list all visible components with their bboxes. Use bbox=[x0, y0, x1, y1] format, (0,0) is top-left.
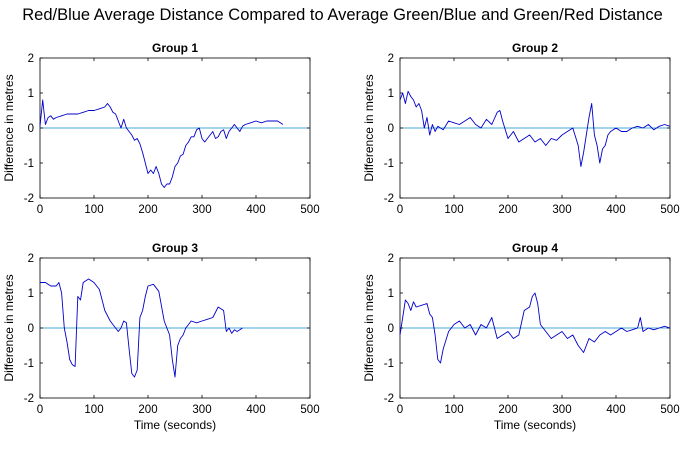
x-tick-label: 100 bbox=[444, 404, 463, 416]
series-line bbox=[39, 99, 284, 188]
x-tick-label: 400 bbox=[246, 404, 265, 416]
y-tick-label: 1 bbox=[388, 288, 394, 300]
x-tick-label: 100 bbox=[444, 204, 463, 216]
y-tick-label: 1 bbox=[388, 88, 394, 100]
panel-1: 0 100 200 300 400 500 -2 -1 0 1 2 Group 1 Difference… bbox=[2, 41, 320, 216]
x-tick-label: 0 bbox=[397, 204, 403, 216]
y-tick-label: 0 bbox=[388, 123, 394, 135]
x-tick-label: 200 bbox=[498, 404, 517, 416]
series-line bbox=[399, 90, 671, 167]
figure-title: Red/Blue Average Distance Compared to Av… bbox=[22, 6, 663, 24]
x-tick-label: 500 bbox=[300, 404, 319, 416]
y-tick-label: 1 bbox=[28, 88, 34, 100]
x-tick-label: 300 bbox=[192, 204, 211, 216]
panel-title: Group 4 bbox=[512, 241, 558, 255]
y-tick-label: 2 bbox=[28, 253, 34, 265]
panel-title: Group 2 bbox=[512, 41, 558, 55]
y-axis-label: Difference in metres bbox=[2, 274, 16, 381]
x-tick-label: 500 bbox=[660, 204, 679, 216]
y-axis-label: Difference in metres bbox=[362, 274, 376, 381]
x-tick-label: 200 bbox=[138, 404, 157, 416]
x-tick-label: 400 bbox=[246, 204, 265, 216]
y-tick-label: -1 bbox=[24, 358, 34, 370]
y-tick-label: 0 bbox=[388, 323, 394, 335]
y-axis-label: Difference in metres bbox=[362, 74, 376, 181]
y-tick-label: -1 bbox=[24, 158, 34, 170]
y-tick-label: -2 bbox=[24, 193, 34, 205]
x-tick-label: 200 bbox=[498, 204, 517, 216]
y-tick-label: -1 bbox=[384, 358, 394, 370]
x-tick-label: 300 bbox=[192, 404, 211, 416]
x-tick-label: 500 bbox=[300, 204, 319, 216]
y-tick-label: 1 bbox=[28, 288, 34, 300]
x-tick-label: 0 bbox=[397, 404, 403, 416]
y-axis-label: Difference in metres bbox=[2, 74, 16, 181]
x-tick-label: 0 bbox=[37, 404, 43, 416]
x-tick-label: 0 bbox=[37, 204, 43, 216]
x-tick-label: 300 bbox=[552, 404, 571, 416]
y-tick-label: -1 bbox=[384, 158, 394, 170]
y-tick-label: 0 bbox=[28, 323, 34, 335]
x-axis-label: Time (seconds) bbox=[134, 418, 216, 432]
y-tick-label: 2 bbox=[388, 253, 394, 265]
x-tick-label: 200 bbox=[138, 204, 157, 216]
panel-4: 0 100 200 300 400 500 -2 -1 0 1 2 Group 4 Difference… bbox=[362, 241, 680, 432]
y-tick-label: 2 bbox=[388, 53, 394, 65]
panel-3: 0 100 200 300 400 500 -2 -1 0 1 2 Group 3 Difference… bbox=[2, 241, 320, 432]
x-tick-label: 300 bbox=[552, 204, 571, 216]
x-axis-label: Time (seconds) bbox=[494, 418, 576, 432]
y-tick-label: -2 bbox=[384, 193, 394, 205]
panel-title: Group 3 bbox=[152, 241, 198, 255]
series-line bbox=[399, 292, 671, 364]
y-tick-label: 0 bbox=[28, 123, 34, 135]
y-tick-label: 2 bbox=[28, 53, 34, 65]
x-tick-label: 400 bbox=[606, 204, 625, 216]
panel-title: Group 1 bbox=[152, 41, 198, 55]
series-line bbox=[40, 278, 243, 378]
x-tick-label: 500 bbox=[660, 404, 679, 416]
y-tick-label: -2 bbox=[24, 393, 34, 405]
x-tick-label: 400 bbox=[606, 404, 625, 416]
panel-2: 0 100 200 300 400 500 -2 -1 0 1 2 Group 2 Difference… bbox=[362, 41, 680, 216]
x-tick-label: 100 bbox=[84, 204, 103, 216]
y-tick-label: -2 bbox=[384, 393, 394, 405]
x-tick-label: 100 bbox=[84, 404, 103, 416]
